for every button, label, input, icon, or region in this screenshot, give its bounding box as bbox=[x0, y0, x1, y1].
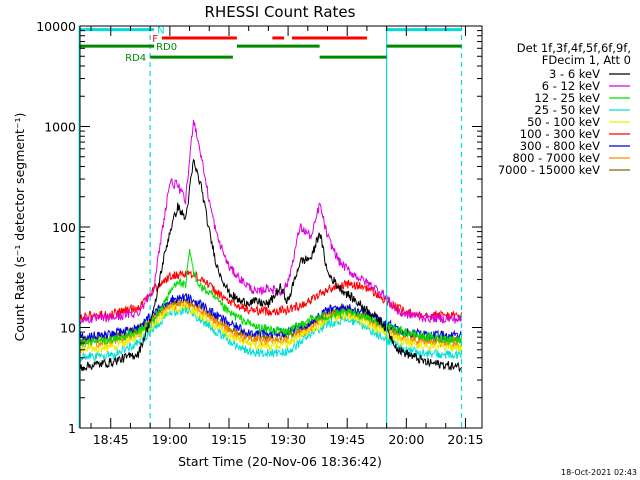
x-axis-label: Start Time (20-Nov-06 18:36:42) bbox=[178, 454, 382, 469]
x-tick-label-0: 18:45 bbox=[93, 432, 129, 447]
legend-label-1: 6 - 12 keV bbox=[542, 79, 600, 93]
y-axis-label: Count Rate (s⁻¹ detector segment⁻¹) bbox=[12, 113, 27, 342]
plot-frame bbox=[79, 25, 483, 429]
legend: Det 1f,3f,4f,5f,6f,9f,FDecim 1, Att 03 -… bbox=[498, 41, 631, 177]
series-line-5 bbox=[78, 269, 462, 322]
footer-timestamp: 18-Oct-2021 02:43 bbox=[561, 468, 637, 477]
legend-label-7: 800 - 7000 keV bbox=[512, 151, 600, 165]
axes: 1 10 100 1000 10000 18:45 19:00 19:15 19:30 19:45… bbox=[36, 19, 483, 447]
y-tick-label-1: 10 bbox=[60, 321, 76, 336]
legend-label-4: 50 - 100 keV bbox=[527, 115, 600, 129]
legend-label-2: 12 - 25 keV bbox=[534, 91, 600, 105]
x-tick-label-3: 19:30 bbox=[270, 432, 306, 447]
legend-header-1: FDecim 1, Att 0 bbox=[542, 53, 631, 67]
x-tick-label-5: 20:00 bbox=[388, 432, 424, 447]
x-tick-label-2: 19:15 bbox=[211, 432, 247, 447]
flag-label-3: RD4 bbox=[125, 53, 146, 64]
y-tick-label-4: 10000 bbox=[36, 19, 76, 34]
legend-label-5: 100 - 300 keV bbox=[520, 127, 600, 141]
x-tick-label-1: 19:00 bbox=[152, 432, 188, 447]
y-tick-label-0: 1 bbox=[68, 421, 76, 436]
legend-label-8: 7000 - 15000 keV bbox=[498, 163, 600, 177]
flag-label-2: RD0 bbox=[156, 42, 177, 53]
series-line-2 bbox=[78, 249, 462, 348]
flag-label-1: F bbox=[152, 34, 158, 45]
series-line-1 bbox=[78, 119, 462, 325]
legend-header-0: Det 1f,3f,4f,5f,6f,9f, bbox=[517, 41, 631, 55]
legend-label-3: 25 - 50 keV bbox=[534, 103, 600, 117]
y-tick-label-2: 100 bbox=[52, 220, 76, 235]
flag-label-0: N bbox=[157, 26, 164, 37]
y-tick-label-3: 1000 bbox=[44, 120, 76, 135]
series-line-0 bbox=[78, 158, 462, 372]
legend-label-6: 300 - 800 keV bbox=[520, 139, 600, 153]
x-tick-label-4: 19:45 bbox=[329, 432, 365, 447]
x-tick-label-6: 20:15 bbox=[447, 432, 483, 447]
legend-label-0: 3 - 6 keV bbox=[549, 67, 600, 81]
chart-title: RHESSI Count Rates bbox=[205, 3, 356, 21]
